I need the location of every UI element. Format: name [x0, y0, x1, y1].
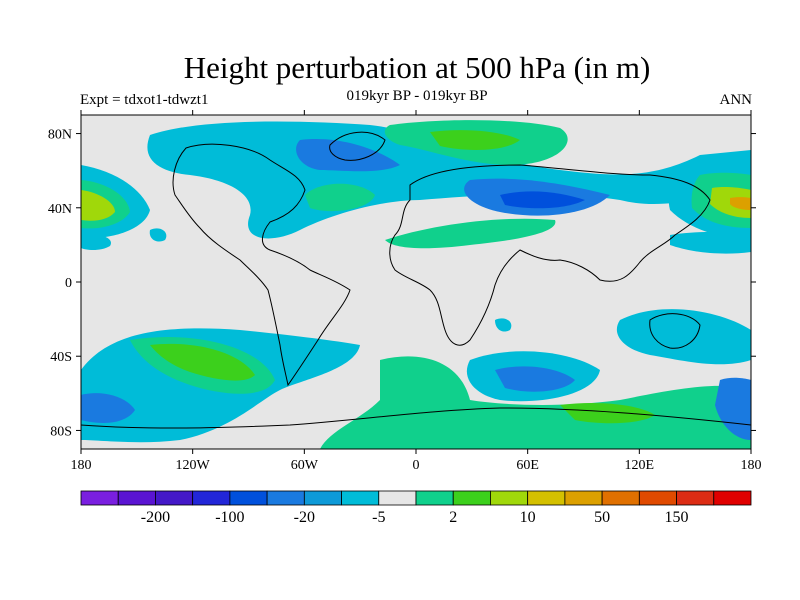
contour-region — [305, 183, 375, 212]
colorbar-label: -200 — [141, 509, 170, 526]
contour-region — [81, 190, 115, 221]
colorbar-box — [452, 490, 491, 506]
colorbar-box — [490, 490, 529, 506]
colorbar-label: 10 — [520, 509, 536, 526]
contour-region — [296, 139, 400, 172]
colorbar-box — [638, 490, 677, 506]
experiment-label: Expt = tdxot1-tdwzt1 — [80, 92, 209, 108]
lon-tick-label: 120E — [625, 458, 655, 473]
lon-tick-label: 180 — [71, 458, 92, 473]
contour-region — [495, 366, 575, 392]
contour-region — [149, 228, 167, 242]
colorbar-label: 150 — [665, 509, 689, 526]
contour-region — [81, 234, 111, 250]
plot-subtitle: 019kyr BP - 019kyr BP — [346, 88, 488, 104]
contour-region — [150, 343, 255, 381]
coastlines — [81, 131, 751, 429]
colorbar-box — [713, 490, 752, 506]
contour-region — [560, 403, 655, 424]
colorbar-box — [229, 490, 268, 506]
lon-tick-label: 120W — [176, 458, 211, 473]
lat-tick-label: 40N — [48, 202, 72, 217]
colorbar-box — [266, 490, 305, 506]
lat-tick-label: 40S — [50, 350, 72, 365]
lon-tick-label: 180 — [741, 458, 762, 473]
colorbar-label: -20 — [294, 509, 315, 526]
coastline — [172, 143, 351, 387]
colorbar: -200 -100 -20 -5 2 10 50 150 — [80, 490, 752, 526]
colorbar-box — [378, 490, 417, 506]
contour-region — [430, 130, 520, 150]
contour-region — [320, 356, 751, 449]
longitude-axis: 180 120W 60W 0 60E 120E 180 — [71, 110, 762, 473]
colorbar-box — [192, 490, 231, 506]
contour-region — [385, 218, 556, 249]
colorbar-box — [80, 490, 119, 506]
plot-title: Height perturbation at 500 hPa (in m) — [183, 50, 651, 85]
contour-field — [81, 120, 751, 449]
lat-tick-label: 80N — [48, 128, 72, 143]
colorbar-label: 50 — [594, 509, 610, 526]
colorbar-box — [303, 490, 342, 506]
colorbar-box — [527, 490, 566, 506]
contour-region — [500, 191, 585, 209]
contour-region — [616, 309, 751, 365]
colorbar-label: -5 — [372, 509, 385, 526]
season-label: ANN — [719, 92, 753, 108]
coastline — [81, 407, 751, 429]
colorbar-box — [676, 490, 715, 506]
latitude-axis: 80N 40N 0 40S 80S — [48, 128, 756, 439]
colorbar-box — [415, 490, 454, 506]
colorbar-box — [117, 490, 156, 506]
contour-region — [670, 232, 751, 254]
coastline — [389, 164, 711, 346]
colorbar-label: -100 — [215, 509, 244, 526]
lat-tick-label: 80S — [50, 424, 72, 439]
lon-tick-label: 60W — [291, 458, 319, 473]
lat-tick-label: 0 — [65, 276, 72, 291]
lon-tick-label: 60E — [516, 458, 539, 473]
colorbar-box — [155, 490, 194, 506]
map-panel: 80N 40N 0 40S 80S 180 120W 60W 0 60E 120E 180 — [48, 110, 762, 473]
colorbar-label: 2 — [449, 509, 457, 526]
coastline — [329, 131, 386, 161]
colorbar-box — [601, 490, 640, 506]
contour-region — [495, 318, 512, 332]
contour-region — [730, 197, 751, 210]
colorbar-box — [341, 490, 380, 506]
colorbar-box — [564, 490, 603, 506]
contour-region — [81, 393, 135, 423]
coastline — [649, 313, 701, 349]
lon-tick-label: 0 — [413, 458, 420, 473]
